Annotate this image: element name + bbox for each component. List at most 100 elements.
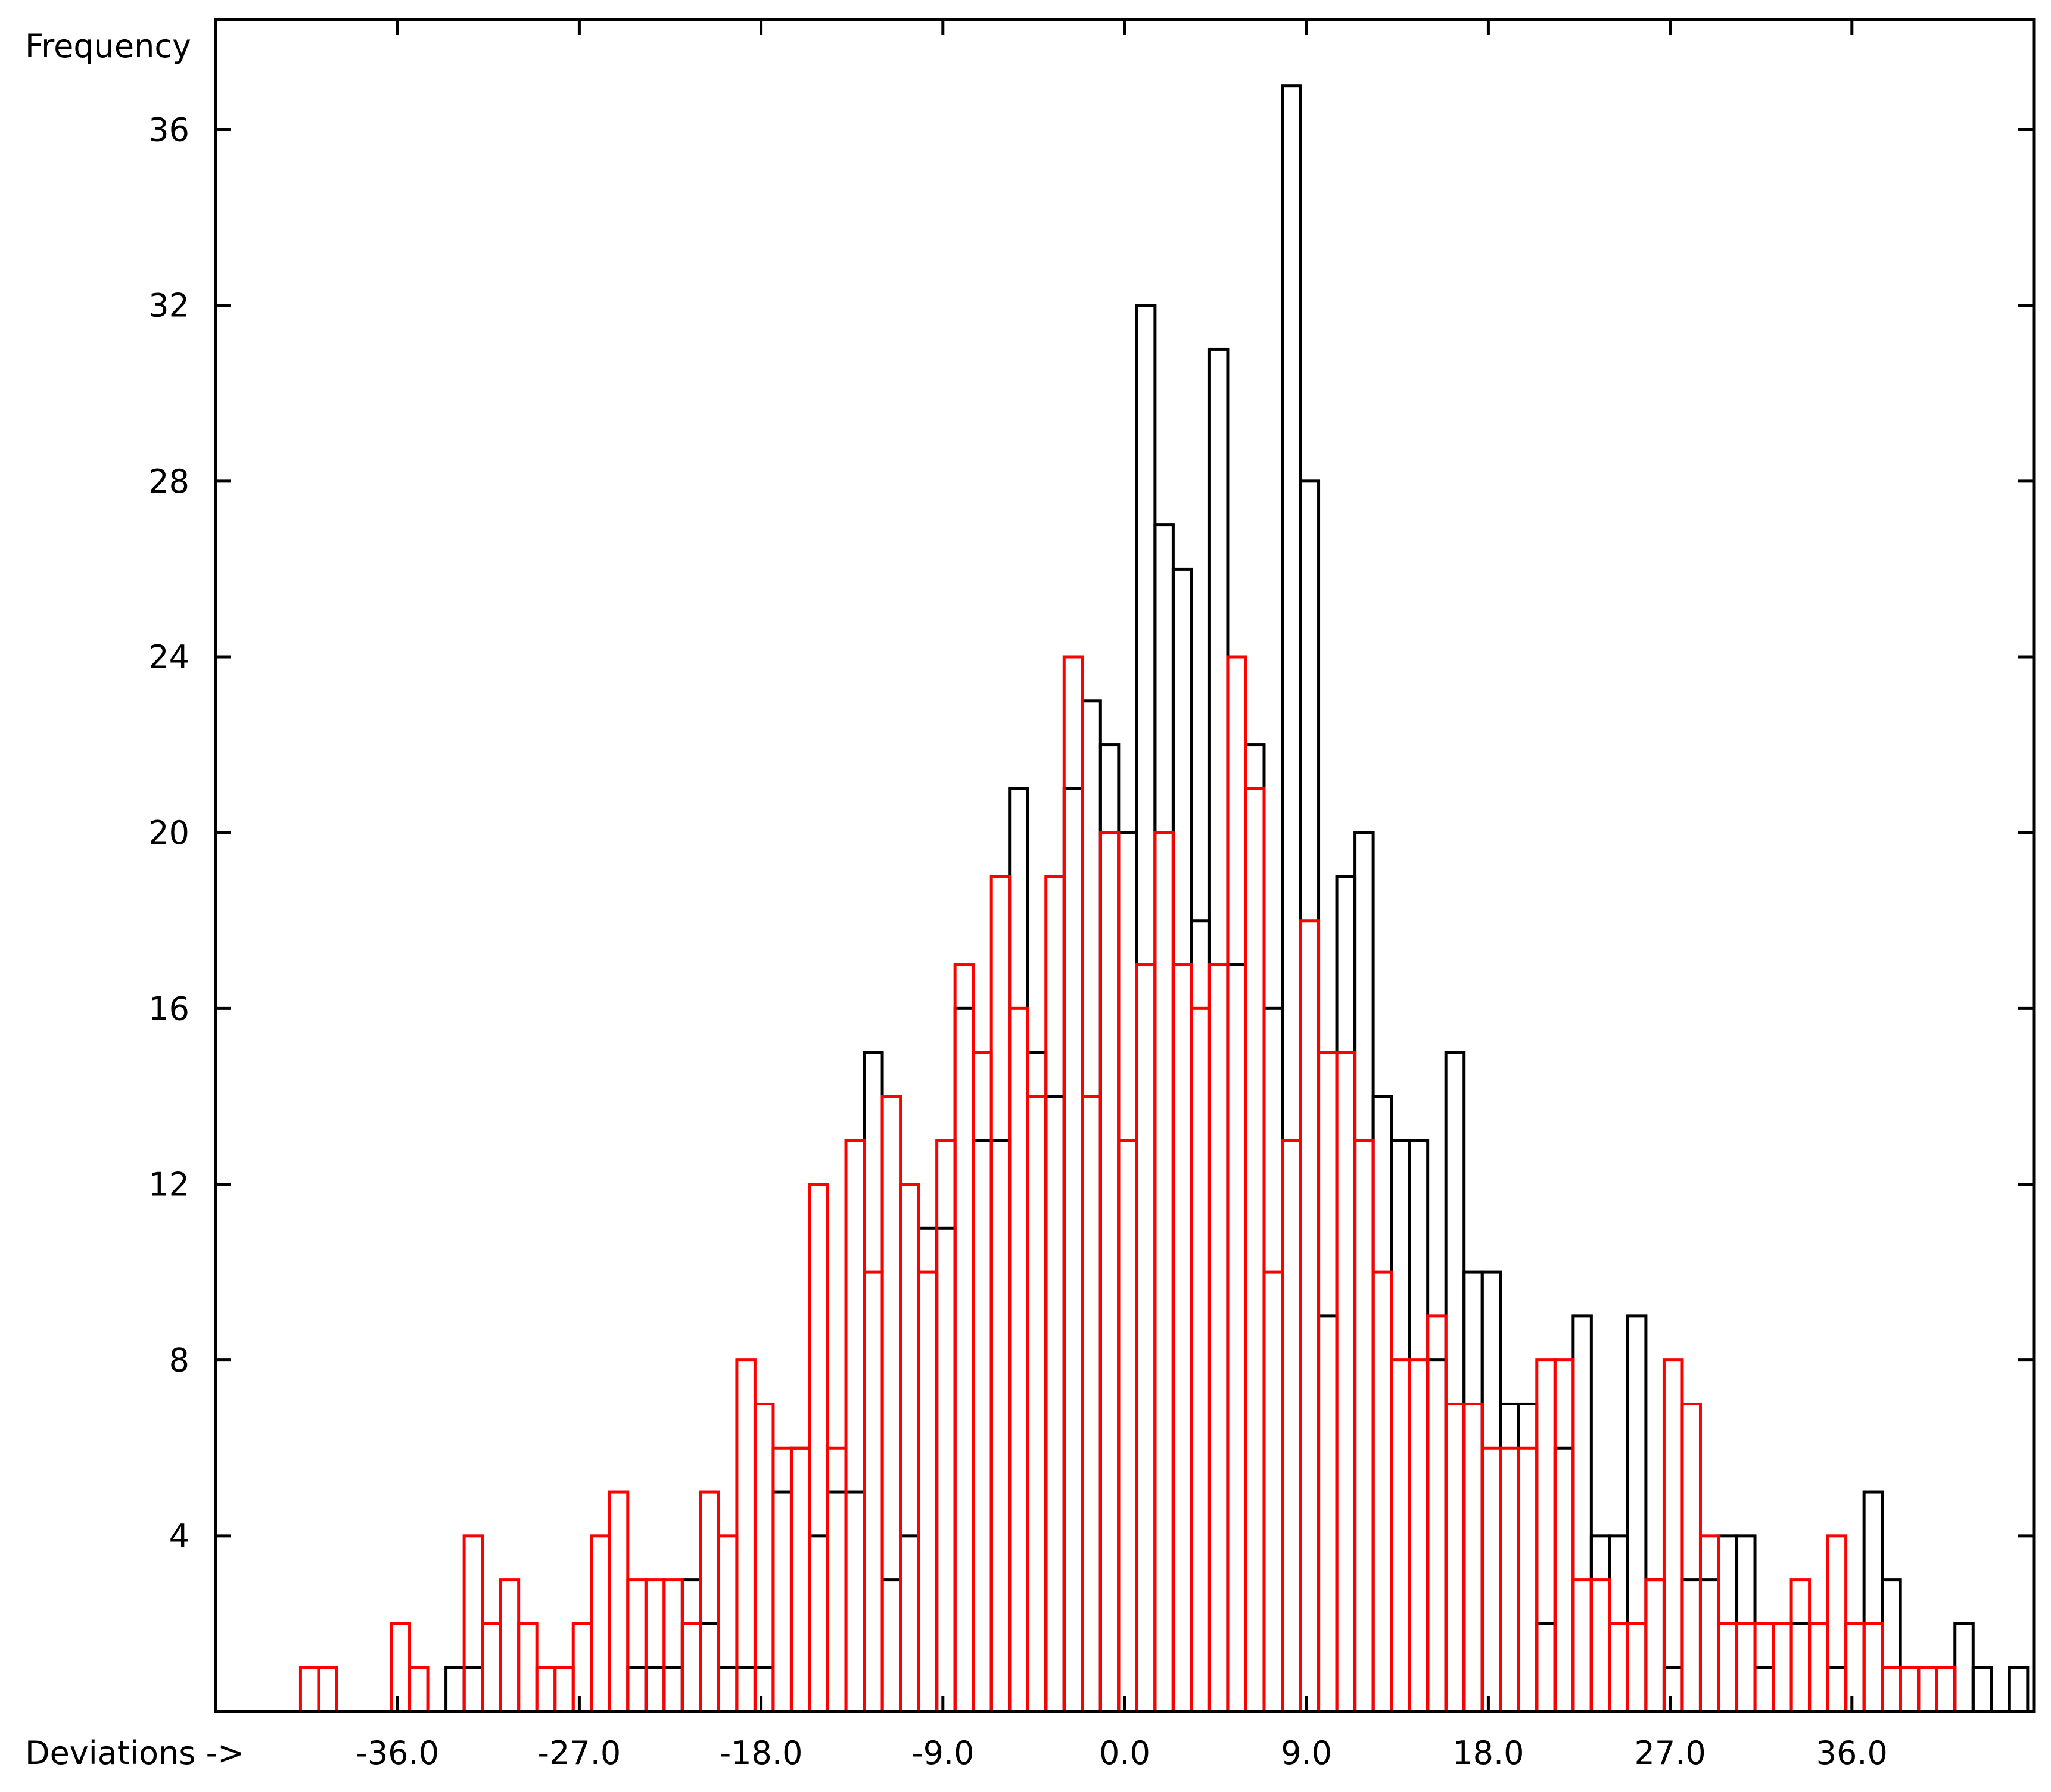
histogram-bar [590, 1534, 611, 1713]
histogram-bar [1408, 1358, 1430, 1713]
histogram-bar [1371, 1270, 1393, 1713]
histogram-bar [953, 963, 975, 1713]
histogram-bar [771, 1446, 793, 1713]
histogram-bar [699, 1490, 720, 1713]
histogram-bar [1171, 567, 1193, 1713]
histogram-bar [1244, 743, 1266, 1713]
histogram-bar [1153, 831, 1175, 1713]
histogram-bar [1171, 963, 1193, 1713]
histogram-bar [1844, 1622, 1866, 1713]
histogram-bar [1408, 1139, 1430, 1713]
histogram-bar [899, 1534, 920, 1713]
histogram-bar [644, 1666, 666, 1713]
histogram-bar [1626, 1622, 1648, 1713]
x-tick-label: -18.0 [720, 1734, 803, 1772]
histogram-bar [1917, 1666, 1938, 1713]
histogram-bar [1899, 1666, 1921, 1713]
histogram-bar [1808, 1622, 1829, 1713]
histogram-bar [571, 1622, 593, 1713]
histogram-bar [1426, 1358, 1448, 1713]
y-tick-label: 8 [169, 1342, 189, 1379]
histogram-bar [1462, 1402, 1484, 1713]
histogram-bar [989, 875, 1012, 1713]
histogram-bar [1553, 1358, 1575, 1713]
histogram-bar [1553, 1446, 1575, 1713]
histogram-bar [626, 1666, 648, 1713]
histogram-bar [844, 1139, 866, 1713]
histogram-bar [1881, 1578, 1902, 1713]
series-1 [444, 84, 2030, 1713]
histogram-bar [1390, 1139, 1411, 1713]
histogram-bar [1644, 1578, 1666, 1713]
histogram-bar [1935, 1666, 1957, 1713]
histogram-bar [989, 1139, 1012, 1713]
histogram-bar [499, 1578, 521, 1713]
histogram-bar [753, 1666, 775, 1713]
histogram-bar [1680, 1402, 1702, 1713]
histogram-bar [1281, 1139, 1302, 1713]
y-tick-label: 20 [148, 814, 189, 852]
y-axis-label: Frequency [25, 27, 191, 65]
histogram-bar [844, 1490, 866, 1713]
histogram-bar [789, 1446, 811, 1713]
histogram-bar [826, 1446, 848, 1713]
histogram-bar [735, 1358, 757, 1713]
histogram-bar [1808, 1622, 1829, 1713]
histogram-bar [662, 1578, 684, 1713]
y-tick-label: 12 [148, 1165, 189, 1203]
axis-ticks [216, 20, 2034, 1712]
histogram-bar [1135, 963, 1157, 1713]
plot-frame [214, 18, 2036, 1713]
histogram-bar [1026, 1095, 1048, 1713]
histogram-bar [917, 1226, 939, 1713]
histogram-bar [808, 1534, 830, 1713]
histogram-bar [481, 1622, 502, 1713]
histogram-bar [1462, 1270, 1484, 1713]
histogram-bar [735, 1666, 757, 1713]
histogram-bar [1535, 1358, 1557, 1713]
histogram-bar [899, 1182, 920, 1713]
histogram-bar [1626, 1314, 1648, 1713]
histogram-bar [771, 1490, 793, 1713]
histogram-bar [1589, 1578, 1611, 1713]
histogram-bar [699, 1622, 720, 1713]
histogram-bar [1426, 1314, 1448, 1713]
histogram-bar [1499, 1402, 1520, 1713]
histogram-bar [1862, 1622, 1884, 1713]
histogram-bar [1480, 1446, 1502, 1713]
histogram-bar [1044, 875, 1066, 1713]
histogram-bar [1772, 1622, 1793, 1713]
histogram-bar [1008, 1006, 1029, 1713]
histogram-bar [390, 1622, 412, 1713]
histogram-bar [444, 1666, 466, 1713]
histogram-bar [517, 1622, 539, 1713]
histogram-bar [826, 1490, 848, 1713]
histogram-bar [1244, 787, 1266, 1713]
histogram-bar [1117, 831, 1138, 1713]
histogram-bar [1353, 831, 1375, 1713]
histogram-bar [1444, 1051, 1466, 1713]
histogram-bar [1917, 1666, 1938, 1713]
histogram-bar [1444, 1402, 1466, 1713]
histogram-bar [298, 1666, 320, 1713]
y-tick-label: 28 [148, 463, 189, 500]
histogram-bar [789, 1446, 811, 1713]
histogram-bar [626, 1578, 648, 1713]
histogram-bar [1589, 1534, 1611, 1713]
histogram-bar [1081, 699, 1102, 1713]
histogram-bar [462, 1534, 484, 1713]
histogram-bar [808, 1182, 830, 1713]
axis-tick-labels: -36.0 -27.0 -18.0 -9.0 0.0 9.0 18.0 27.0 36.0 4 8 1… [148, 111, 1888, 1772]
histogram-bar [1480, 1270, 1502, 1713]
histogram-bar [1299, 919, 1321, 1713]
histogram-bar [1081, 1095, 1102, 1713]
histogram-bar [1281, 84, 1302, 1713]
histogram-bar [1735, 1622, 1757, 1713]
histogram-bar [462, 1666, 484, 1713]
y-tick-label: 24 [148, 638, 189, 676]
x-tick-label: 9.0 [1281, 1734, 1332, 1772]
histogram-bar [1117, 1139, 1138, 1713]
histogram-bar [972, 1139, 993, 1713]
histogram-bar [1644, 1578, 1666, 1713]
